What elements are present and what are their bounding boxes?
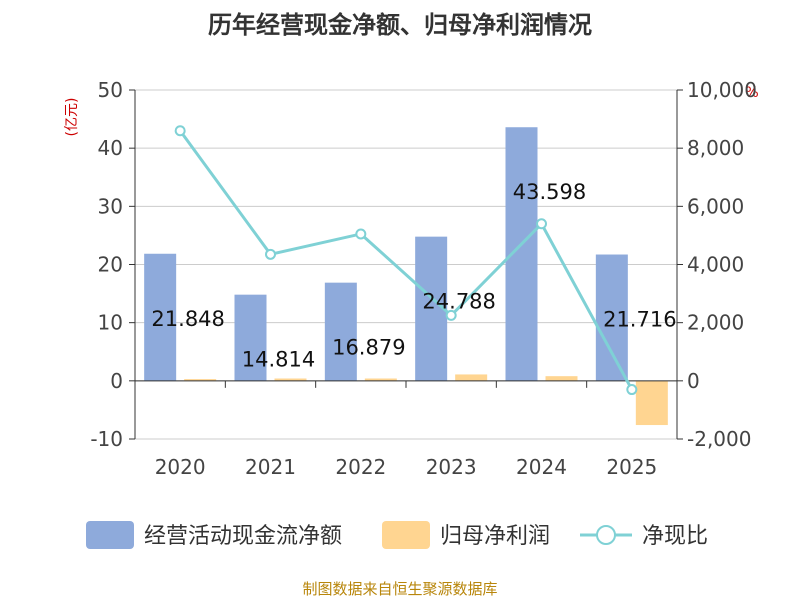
cashflow-bar bbox=[595, 254, 628, 381]
x-tick-label: 2023 bbox=[426, 455, 477, 479]
left-tick-label: 50 bbox=[98, 78, 123, 102]
legend-swatch-cashflow bbox=[86, 521, 134, 549]
left-tick-label: 20 bbox=[98, 253, 123, 277]
legend: 经营活动现金流净额 归母净利润 净现比 bbox=[86, 521, 708, 549]
ratio-line bbox=[174, 125, 638, 396]
net-profit-bar bbox=[274, 378, 307, 381]
right-tick-label: 2,000 bbox=[687, 311, 744, 335]
net-profit-bar bbox=[184, 379, 217, 381]
cashflow-data-label: 21.716 bbox=[603, 308, 676, 332]
left-tick-label: 30 bbox=[98, 194, 123, 218]
ratio-point bbox=[536, 218, 547, 230]
ratio-point bbox=[265, 248, 276, 260]
x-tick-label: 2024 bbox=[516, 455, 567, 479]
legend-label-net-profit: 归母净利润 bbox=[440, 524, 550, 549]
right-axis-unit: % bbox=[745, 85, 758, 101]
axes: 50 40 30 20 10 0 -10 10,000 8,000 6,000 4,000 2,000… bbox=[90, 78, 757, 479]
legend-swatch-net-profit bbox=[382, 521, 430, 549]
net-profit-bar bbox=[635, 380, 668, 426]
cashflow-bar bbox=[144, 253, 177, 381]
right-tick-label: 8,000 bbox=[687, 136, 744, 160]
left-tick-label: -10 bbox=[90, 427, 123, 451]
left-tick-label: 10 bbox=[98, 311, 123, 335]
x-tick-label: 2021 bbox=[245, 455, 296, 479]
cashflow-data-label: 21.848 bbox=[151, 307, 224, 331]
right-tick-label: 10,000 bbox=[687, 78, 757, 102]
cashflow-data-label: 16.879 bbox=[332, 336, 405, 360]
x-tick-label: 2022 bbox=[335, 455, 386, 479]
right-tick-label: 0 bbox=[687, 369, 700, 393]
left-tick-label: 0 bbox=[110, 369, 123, 393]
ratio-point bbox=[445, 309, 457, 321]
data-labels: 21.848 14.814 16.879 24.788 43.598 21.716 bbox=[151, 180, 676, 371]
right-tick-label: 4,000 bbox=[687, 253, 744, 277]
cashflow-data-label: 43.598 bbox=[513, 180, 586, 204]
ratio-line-path bbox=[178, 129, 634, 391]
net-profit-bar bbox=[364, 378, 397, 381]
legend-label-cashflow: 经营活动现金流净额 bbox=[144, 524, 342, 549]
ratio-point bbox=[626, 384, 638, 396]
ratio-point bbox=[174, 125, 186, 137]
grid bbox=[135, 89, 677, 440]
left-tick-label: 40 bbox=[98, 136, 123, 160]
cashflow-data-label: 14.814 bbox=[242, 348, 315, 372]
net-profit-bar bbox=[455, 374, 488, 381]
left-axis-unit: (亿元) bbox=[64, 98, 80, 137]
legend-label-ratio: 净现比 bbox=[642, 524, 708, 549]
bars bbox=[144, 127, 668, 426]
cashflow-bar bbox=[324, 282, 357, 381]
chart-title: 历年经营现金净额、归母净利润情况 bbox=[208, 11, 592, 39]
ratio-point bbox=[355, 228, 367, 240]
right-tick-label: 6,000 bbox=[687, 194, 744, 218]
net-profit-bar bbox=[545, 376, 578, 381]
right-tick-label: -2,000 bbox=[687, 427, 751, 451]
x-tick-label: 2025 bbox=[606, 455, 657, 479]
cashflow-bar bbox=[234, 294, 267, 381]
cashflow-data-label: 24.788 bbox=[422, 290, 495, 314]
legend-swatch-ratio-marker bbox=[596, 525, 616, 545]
source-note: 制图数据来自恒生聚源数据库 bbox=[302, 580, 497, 598]
x-tick-label: 2020 bbox=[155, 455, 206, 479]
